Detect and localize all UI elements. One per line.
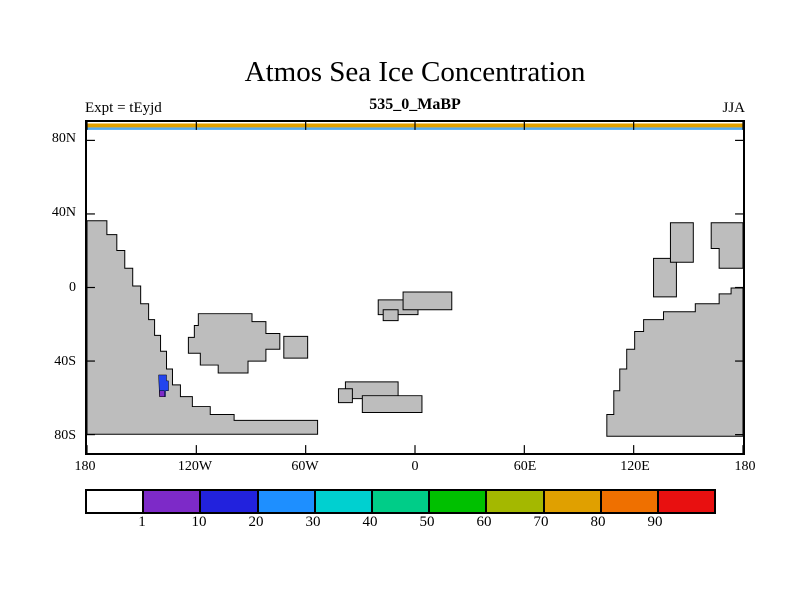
- colorbar-label: 40: [362, 514, 378, 530]
- land-east-bar-lower: [653, 257, 677, 298]
- colorbar-label: 1: [138, 514, 146, 530]
- sea-ice-patch: [159, 390, 165, 397]
- colorbar-label: 70: [533, 514, 549, 530]
- map-svg: [87, 122, 743, 453]
- y-axis-tick-label: 0: [69, 279, 76, 295]
- land-east-landmass: [606, 287, 743, 437]
- colorbar-segment: [87, 491, 143, 512]
- x-axis-tick-label: 60W: [291, 459, 319, 474]
- colorbar-label: 20: [248, 514, 264, 530]
- y-axis-tick-label: 80N: [51, 130, 76, 146]
- x-axis-tick-label: 60E: [513, 459, 537, 474]
- colorbar-label: 90: [647, 514, 663, 530]
- land-west-landmass: [87, 220, 319, 435]
- colorbar-segment: [428, 491, 486, 512]
- colorbar-label: 80: [590, 514, 606, 530]
- land-central-west-blob: [187, 313, 281, 374]
- x-axis-tick-label: 0: [411, 459, 419, 474]
- x-axis-tick-label: 120E: [620, 459, 650, 474]
- season-label: JJA: [722, 100, 745, 116]
- colorbar-segment: [313, 491, 371, 512]
- land-south-central-blob-b: [361, 395, 423, 413]
- colorbar-segment: [256, 491, 314, 512]
- map-plot: [85, 120, 745, 455]
- colorbar-label: 50: [419, 514, 435, 530]
- colorbar-segment: [599, 491, 657, 512]
- y-axis-tick-label: 40N: [51, 205, 76, 221]
- colorbar-segment: [199, 491, 257, 512]
- colorbar-label: 10: [191, 514, 207, 530]
- chart-title: Atmos Sea Ice Concentration: [244, 56, 586, 88]
- x-axis-tick-label: 180: [734, 459, 756, 474]
- colorbar-label: 30: [305, 514, 321, 530]
- colorbar-segment: [485, 491, 543, 512]
- colorbar: [85, 489, 716, 514]
- land-central-blob-b: [402, 291, 453, 311]
- land-central-west-small-blob: [283, 335, 309, 359]
- chart-subtitle: 535_0_MaBP: [369, 96, 461, 113]
- x-axis-tick-label: 180: [74, 459, 96, 474]
- colorbar-segment: [656, 491, 715, 512]
- colorbar-segment: [542, 491, 600, 512]
- colorbar-segment: [370, 491, 429, 512]
- land-east-edge-top-blob: [710, 222, 743, 269]
- land-east-bar-upper: [669, 222, 694, 263]
- land-central-blob-c: [382, 309, 399, 322]
- x-axis-tick-label: 120W: [177, 459, 213, 474]
- colorbar-segment: [142, 491, 200, 512]
- land-south-central-blob-c: [337, 388, 353, 404]
- colorbar-label: 60: [476, 514, 492, 530]
- y-axis-tick-label: 80S: [54, 428, 76, 444]
- y-axis-tick-label: 40S: [54, 353, 76, 369]
- experiment-label: Expt = tEyjd: [85, 100, 162, 116]
